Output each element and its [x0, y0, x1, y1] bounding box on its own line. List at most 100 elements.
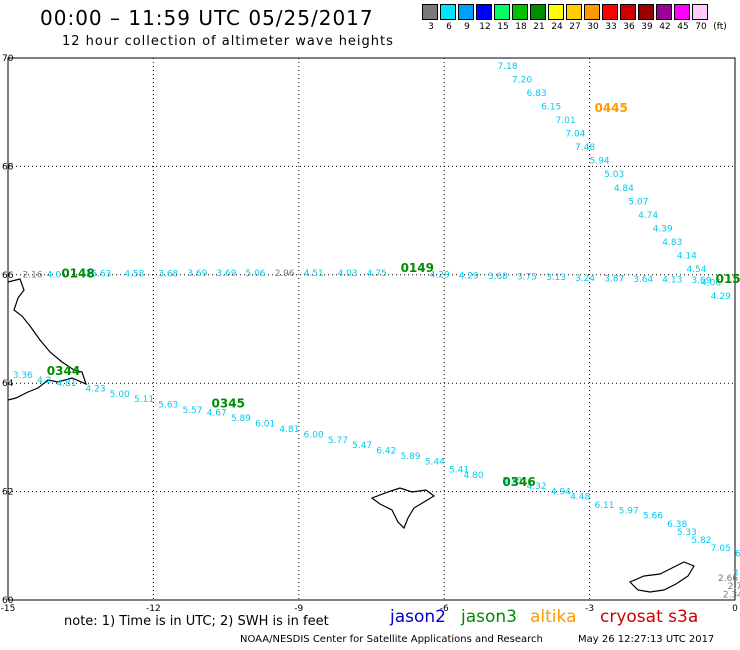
color-scale-label: 42 — [659, 22, 671, 32]
longitude-tick-label: 0 — [732, 604, 738, 614]
wave-height-value: 4.32 — [527, 482, 547, 492]
legend-jason3: jason3 — [461, 607, 517, 627]
wave-height-value: 4.84 — [614, 184, 634, 194]
color-scale-label: 12 — [479, 22, 491, 32]
latitude-tick-label: 70 — [2, 54, 14, 64]
map-subtitle: 12 hour collection of altimeter wave hei… — [62, 34, 394, 49]
iceland-coastline — [7, 278, 87, 401]
pass-time-label: 0346 — [502, 475, 535, 489]
wave-height-value: 6.83 — [527, 89, 547, 99]
wave-height-value: 6.00 — [304, 430, 324, 440]
wave-height-value: 6.11 — [594, 501, 614, 511]
wave-height-value: 5.44 — [425, 458, 445, 468]
wave-height-value: 4.67 — [207, 409, 227, 419]
pass-time-label: 0344 — [47, 364, 80, 378]
wave-height-value: 5.47 — [352, 441, 372, 451]
longitude-tick-label: -9 — [294, 604, 303, 614]
longitude-tick-label: -12 — [146, 604, 161, 614]
color-scale-label: 45 — [677, 22, 689, 32]
longitude-tick-label: -15 — [1, 604, 16, 614]
wave-height-value: 2.16 — [23, 271, 43, 281]
wave-height-value: 6.01 — [255, 420, 275, 430]
color-scale-label: 33 — [605, 22, 617, 32]
color-swatch — [512, 4, 528, 20]
color-scale-label: 70 — [695, 22, 707, 32]
wave-height-value: 5.06 — [245, 269, 265, 279]
wave-height-value: 4.29 — [430, 271, 450, 281]
color-scale-unit: (ft) — [713, 22, 727, 32]
wave-height-value: 3.69 — [187, 269, 207, 279]
wave-height-value: 5.97 — [619, 506, 639, 516]
wave-height-value: 5.89 — [401, 452, 421, 462]
wave-height-value: 4.94 — [551, 487, 571, 497]
wave-height-value: 4.75 — [367, 269, 387, 279]
wave-height-value: 5.66 — [643, 512, 663, 522]
wave-height-value: 7.04 — [565, 130, 585, 140]
color-scale-label: 27 — [569, 22, 581, 32]
wave-height-value: 3.69 — [691, 276, 711, 286]
color-swatch — [476, 4, 492, 20]
wave-height-value: 5.41 — [449, 466, 469, 476]
wave-height-value: 4.0 — [47, 271, 62, 281]
color-swatch — [638, 4, 654, 20]
legend-cryosat-s3a: cryosat s3a — [600, 607, 699, 627]
wave-height-value: 4.39 — [653, 224, 673, 234]
pass-time-label: 0345 — [212, 397, 245, 411]
color-swatch — [674, 4, 690, 20]
longitude-tick-label: -6 — [440, 604, 449, 614]
color-scale-label: 6 — [446, 22, 452, 32]
credit-line: NOAA/NESDIS Center for Satellite Applica… — [240, 634, 543, 645]
wave-height-value: 4.51 — [304, 269, 324, 279]
color-scale-label: 9 — [464, 22, 470, 32]
wave-height-value: 4.29 — [711, 292, 731, 302]
shetland-coastline — [628, 561, 695, 593]
wave-height-value: 4.58 — [124, 269, 144, 279]
wave-height-value: 3.24 — [575, 274, 595, 284]
wave-height-value: 7.05 — [711, 544, 731, 554]
wave-height-value: 7.20 — [512, 75, 532, 85]
wave-height-value: 4.14 — [677, 252, 697, 262]
wave-height-value: 5.82 — [691, 536, 711, 546]
pass-time-label: 0445 — [594, 101, 627, 115]
wave-height-value: 3.53 — [502, 476, 522, 486]
latitude-tick-label: 66 — [2, 271, 14, 281]
pass-time-label: 0159 — [716, 272, 740, 286]
wave-height-value: 5.11 — [134, 395, 154, 405]
wave-height-value: 6.42 — [376, 447, 396, 457]
pass-time-label: 0148 — [61, 267, 94, 281]
color-swatch — [692, 4, 708, 20]
wave-height-value: 2.34 — [723, 590, 740, 600]
wave-height-value: 5.33 — [677, 528, 697, 538]
latitude-tick-label: 60 — [2, 596, 14, 606]
faroe-islands-coastline — [370, 487, 436, 530]
wave-height-value: 2.96 — [275, 269, 295, 279]
wave-height-value: 6.15 — [541, 102, 561, 112]
wave-height-value: 35.63 — [86, 269, 112, 279]
latitude-tick-label: 62 — [2, 488, 13, 498]
legend-altika: altika — [530, 607, 577, 627]
color-swatch — [422, 4, 438, 20]
wave-height-value: 3.13 — [546, 273, 566, 283]
wave-height-value: 4.48 — [570, 493, 590, 503]
wave-height-value: 3.68 — [158, 269, 178, 279]
color-scale-label: 30 — [587, 22, 599, 32]
wave-height-value: 3 — [733, 569, 739, 579]
wave-height-value: 4.81 — [56, 379, 76, 389]
wave-height-value: 4.29 — [459, 272, 479, 282]
wave-height-value: 5.57 — [182, 406, 202, 416]
wave-height-value: 4.03 — [338, 269, 358, 279]
wave-height-value: 6.38 — [667, 520, 687, 530]
longitude-tick-label: -3 — [585, 604, 594, 614]
wave-height-value: 5.77 — [328, 436, 348, 446]
color-swatch — [530, 4, 546, 20]
wave-height-value: 3.69 — [216, 269, 236, 279]
color-scale-label: 18 — [515, 22, 527, 32]
color-scale-label: 24 — [551, 22, 563, 32]
wave-height-value: 5.63 — [158, 401, 178, 411]
color-scale-label: 36 — [623, 22, 635, 32]
wave-height-value: 6.53 — [735, 550, 740, 560]
wave-height-value: 5.03 — [604, 170, 624, 180]
color-swatch — [440, 4, 456, 20]
wave-height-value: 3.68 — [488, 272, 508, 282]
